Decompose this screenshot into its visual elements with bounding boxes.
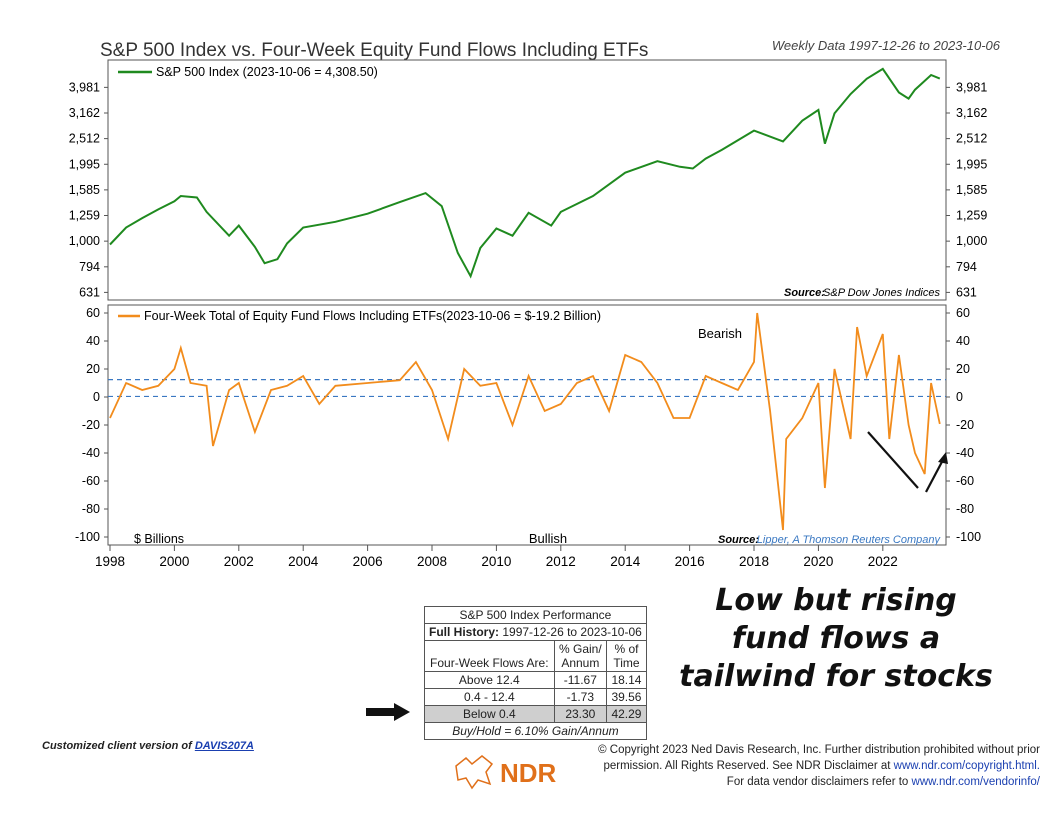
- col-time-header: % of Time: [606, 640, 647, 672]
- flows-tick-label: 60: [86, 306, 100, 320]
- sp500-legend-label: S&P 500 Index (2023-10-06 = 4,308.50): [156, 65, 378, 79]
- table-row: 0.4 - 12.4 -1.73 39.56: [424, 688, 647, 706]
- x-tick-label: 2008: [417, 554, 447, 569]
- chart-subtitle: Weekly Data 1997-12-26 to 2023-10-06: [772, 38, 1001, 53]
- flows-tick-label: -20: [82, 418, 100, 432]
- history-range: 1997-12-26 to 2023-10-06: [502, 625, 642, 639]
- performance-table: S&P 500 Index Performance Full History: …: [424, 606, 647, 740]
- sp500-tick-label: 1,995: [69, 157, 100, 171]
- flows-tick-label: -100: [956, 530, 981, 544]
- annotation-down-line: [867, 431, 919, 489]
- x-tick-label: 2022: [868, 554, 898, 569]
- units-label: $ Billions: [134, 532, 184, 546]
- x-tick-label: 1998: [95, 554, 125, 569]
- flows-tick-label: -40: [82, 446, 100, 460]
- x-tick-label: 2014: [610, 554, 641, 569]
- sp500-tick-label: 1,259: [69, 209, 100, 223]
- flows-tick-label: -80: [82, 502, 100, 516]
- sp500-panel: [107, 59, 947, 301]
- flows-tick-label: -100: [75, 530, 100, 544]
- annotation-arrowhead: [938, 452, 948, 464]
- flows-tick-label: -40: [956, 446, 974, 460]
- x-tick-label: 2016: [675, 554, 705, 569]
- sp500-tick-label: 794: [956, 260, 977, 274]
- history-label: Full History:: [429, 625, 500, 639]
- chart-area: S&P 500 Index vs. Four-Week Equity Fund …: [69, 38, 1001, 569]
- flows-legend-label: Four-Week Total of Equity Fund Flows Inc…: [144, 309, 601, 323]
- sp500-tick-label: 1,000: [69, 234, 100, 248]
- flows-tick-label: 20: [86, 362, 100, 376]
- x-tick-label: 2004: [288, 554, 319, 569]
- vendorinfo-link[interactable]: www.ndr.com/vendorinfo/: [911, 776, 1040, 788]
- flows-tick-label: 40: [956, 334, 970, 348]
- copyright: © Copyright 2023 Ned Davis Research, Inc…: [598, 744, 1040, 788]
- sp500-tick-label: 1,259: [956, 209, 987, 223]
- sp500-tick-label: 3,162: [956, 106, 987, 120]
- flows-tick-label: 0: [93, 390, 100, 404]
- table-row: Above 12.4 -11.67 18.14: [424, 671, 647, 689]
- sp500-tick-label: 794: [79, 260, 100, 274]
- flows-source-label: Source:: [718, 534, 759, 546]
- bearish-label: Bearish: [698, 326, 742, 341]
- flows-tick-label: 40: [86, 334, 100, 348]
- ndr-logo: NDR: [452, 752, 572, 792]
- flows-tick-label: -80: [956, 502, 974, 516]
- x-tick-label: 2018: [739, 554, 769, 569]
- sp500-tick-label: 3,981: [956, 80, 987, 94]
- annotation-up-arrow: [925, 457, 945, 493]
- custom-version: Customized client version of DAVIS207A: [42, 740, 254, 752]
- table-row-highlight: Below 0.4 23.30 42.29: [424, 705, 647, 723]
- sp500-tick-label: 2,512: [69, 132, 100, 146]
- x-tick-label: 2010: [481, 554, 511, 569]
- copyright-link[interactable]: www.ndr.com/copyright.html.: [893, 760, 1040, 772]
- x-tick-label: 2002: [224, 554, 254, 569]
- chart-title: S&P 500 Index vs. Four-Week Equity Fund …: [100, 40, 648, 61]
- sp500-source-label: Source:: [784, 287, 825, 299]
- sp500-tick-label: 631: [79, 285, 100, 299]
- flows-ticks: -100 -100 -80 -80 -60 -60 -40 -40 -20 -20 0 0 20 20 40…: [75, 306, 981, 544]
- col-gain-header: % Gain/Annum: [553, 640, 608, 672]
- flows-tick-label: -60: [956, 474, 974, 488]
- x-axis: 1998 2000 2002 2004 2006 2008 2010 2012 2014 2016…: [95, 545, 898, 569]
- sp500-tick-label: 1,585: [956, 183, 987, 197]
- sp500-line: [109, 67, 941, 279]
- bullish-label: Bullish: [529, 531, 567, 546]
- table-footer: Buy/Hold = 6.10% Gain/Annum: [424, 722, 647, 740]
- flows-tick-label: -60: [82, 474, 100, 488]
- flows-line: [109, 312, 941, 531]
- sp500-tick-label: 1,995: [956, 157, 987, 171]
- right-arrow-icon: [366, 703, 410, 721]
- sp500-tick-label: 2,512: [956, 132, 987, 146]
- sp500-tick-label: 3,162: [69, 106, 100, 120]
- callout-text: Low but rising fund flows a tailwind for…: [679, 583, 993, 694]
- sp500-ticks: 631 631 794 794 1,000 1,000 1,259 1,259 1,585 1,5…: [69, 80, 988, 299]
- x-tick-label: 2012: [546, 554, 576, 569]
- flows-tick-label: 60: [956, 306, 970, 320]
- davis-link[interactable]: DAVIS207A: [194, 740, 254, 752]
- table-title: S&P 500 Index Performance: [424, 606, 647, 624]
- logo-text: NDR: [500, 758, 557, 788]
- flows-tick-label: 20: [956, 362, 970, 376]
- x-tick-label: 2020: [803, 554, 833, 569]
- flows-tick-label: -20: [956, 418, 974, 432]
- bull-icon: [455, 755, 494, 790]
- flows-tick-label: 0: [956, 390, 963, 404]
- sp500-tick-label: 1,000: [956, 234, 987, 248]
- col-flows-header: Four-Week Flows Are:: [424, 640, 555, 672]
- sp500-tick-label: 631: [956, 285, 977, 299]
- sp500-tick-label: 3,981: [69, 80, 100, 94]
- flows-source: Lipper, A Thomson Reuters Company: [757, 534, 942, 546]
- x-tick-label: 2000: [159, 554, 189, 569]
- x-tick-label: 2006: [353, 554, 383, 569]
- table-history: Full History: 1997-12-26 to 2023-10-06: [424, 623, 647, 641]
- sp500-tick-label: 1,585: [69, 183, 100, 197]
- sp500-source: S&P Dow Jones Indices: [823, 287, 940, 299]
